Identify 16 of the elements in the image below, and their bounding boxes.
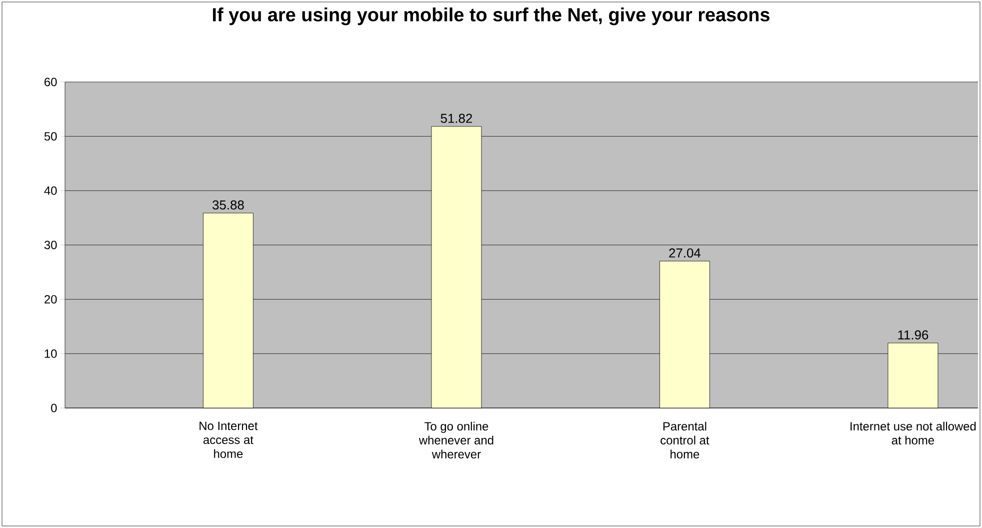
y-tick-label: 0 xyxy=(51,404,57,412)
x-tick-label: No Internet access at home xyxy=(200,422,258,458)
data-label: 11.96 xyxy=(898,330,928,340)
y-tick-label: 40 xyxy=(44,186,57,195)
x-tick-label: Internet use not allowed at home xyxy=(850,422,976,444)
y-tick-label: 20 xyxy=(44,295,57,304)
data-label: 27.04 xyxy=(669,248,701,258)
data-label: 51.82 xyxy=(440,114,472,123)
y-tick-label: 50 xyxy=(44,132,57,141)
data-label: 35.88 xyxy=(212,200,244,210)
y-tick-label: 10 xyxy=(44,349,57,358)
x-tick-label: To go online whenever and wherever xyxy=(418,422,494,458)
chart-title: If you are using your mobile to surf the Net, give your reasons xyxy=(213,8,770,26)
y-tick-label: 30 xyxy=(44,240,57,250)
x-tick-label: Parental control at home xyxy=(660,422,710,458)
y-tick-label: 60 xyxy=(44,78,57,86)
